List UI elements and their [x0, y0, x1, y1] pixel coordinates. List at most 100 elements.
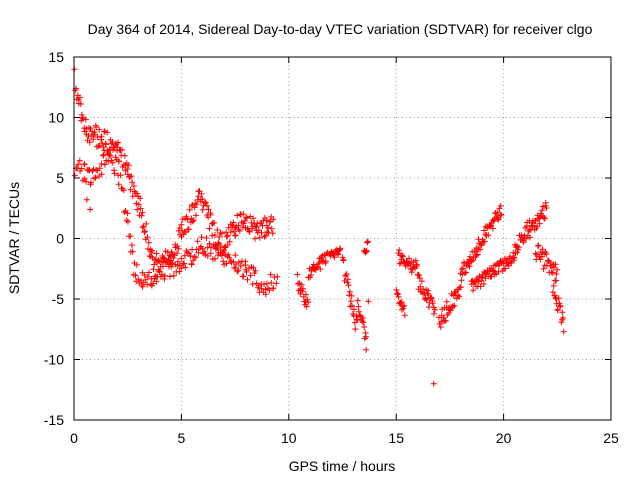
- data-point: [130, 183, 137, 189]
- data-point: [243, 214, 250, 221]
- data-point: [420, 286, 427, 293]
- data-point: [178, 255, 185, 262]
- data-point: [459, 271, 466, 278]
- data-point: [77, 101, 84, 107]
- data-point: [294, 271, 301, 278]
- data-point: [549, 289, 556, 296]
- data-point: [223, 260, 230, 267]
- data-point: [178, 221, 185, 228]
- data-point: [193, 201, 200, 208]
- data-point: [115, 181, 122, 188]
- data-point: [460, 265, 466, 272]
- data-point: [202, 200, 209, 206]
- data-point: [139, 283, 146, 290]
- data-point: [543, 205, 550, 211]
- data-point: [408, 269, 415, 276]
- data-point: [557, 302, 564, 309]
- data-point: [187, 253, 194, 259]
- data-point: [474, 251, 481, 258]
- data-point: [252, 267, 259, 274]
- data-point: [258, 229, 265, 236]
- data-point: [274, 273, 281, 280]
- data-point: [249, 281, 256, 288]
- data-point: [145, 239, 152, 246]
- data-point: [261, 233, 268, 240]
- data-point: [429, 300, 436, 307]
- data-point: [413, 263, 420, 270]
- data-point: [103, 141, 110, 148]
- data-point: [206, 240, 213, 247]
- data-point: [268, 279, 275, 286]
- data-point: [186, 206, 193, 213]
- data-point: [406, 255, 412, 262]
- data-point: [125, 162, 132, 169]
- data-point: [119, 185, 126, 192]
- data-point: [335, 251, 342, 258]
- data-point: [115, 139, 122, 146]
- data-point: [400, 305, 407, 312]
- data-point: [348, 292, 355, 299]
- data-point: [363, 346, 370, 353]
- data-point: [250, 264, 257, 271]
- data-point: [137, 205, 144, 212]
- data-point: [199, 196, 206, 202]
- data-point: [262, 291, 269, 298]
- data-point: [146, 269, 152, 276]
- data-point: [360, 319, 367, 326]
- data-point: [101, 128, 108, 135]
- x-tick-label: 0: [70, 430, 78, 446]
- data-point: [188, 261, 195, 268]
- data-point: [363, 248, 370, 255]
- data-point: [470, 287, 477, 294]
- data-point: [79, 114, 86, 121]
- data-point: [160, 263, 166, 270]
- data-point: [269, 230, 276, 237]
- data-point: [253, 223, 260, 230]
- data-point: [235, 267, 242, 274]
- data-point: [553, 277, 560, 284]
- data-point: [430, 310, 437, 317]
- data-point: [144, 234, 151, 241]
- data-point: [401, 312, 408, 319]
- data-point: [203, 235, 210, 241]
- data-point: [239, 224, 246, 231]
- data-point: [480, 281, 487, 287]
- data-point: [351, 306, 358, 313]
- data-point: [96, 165, 103, 172]
- data-point: [207, 250, 214, 257]
- data-point: [451, 289, 458, 296]
- data-point: [456, 293, 463, 300]
- data-point: [526, 234, 533, 241]
- data-point: [495, 268, 502, 275]
- data-point: [554, 266, 561, 273]
- x-tick-label: 15: [388, 430, 404, 446]
- data-point: [121, 209, 128, 216]
- data-point: [121, 152, 128, 159]
- data-point: [252, 235, 258, 242]
- data-point: [174, 250, 180, 257]
- data-point: [127, 233, 134, 240]
- data-point: [98, 160, 105, 167]
- data-point: [198, 234, 205, 241]
- data-point: [352, 326, 359, 333]
- data-point: [494, 215, 501, 222]
- data-point: [105, 158, 112, 165]
- data-point: [128, 242, 135, 249]
- data-point: [78, 165, 85, 172]
- data-point: [477, 246, 483, 253]
- data-point: [190, 257, 197, 264]
- data-point: [201, 248, 208, 255]
- data-point: [161, 272, 168, 279]
- data-point: [511, 254, 518, 261]
- data-point: [150, 280, 157, 287]
- data-point: [539, 203, 546, 210]
- y-tick-label: 5: [56, 170, 64, 186]
- data-point: [440, 314, 447, 321]
- data-point: [227, 229, 234, 236]
- data-point: [155, 267, 162, 273]
- data-point: [207, 211, 214, 218]
- data-point: [81, 161, 88, 168]
- data-point: [119, 146, 125, 153]
- data-point: [263, 217, 270, 224]
- data-point: [107, 152, 114, 159]
